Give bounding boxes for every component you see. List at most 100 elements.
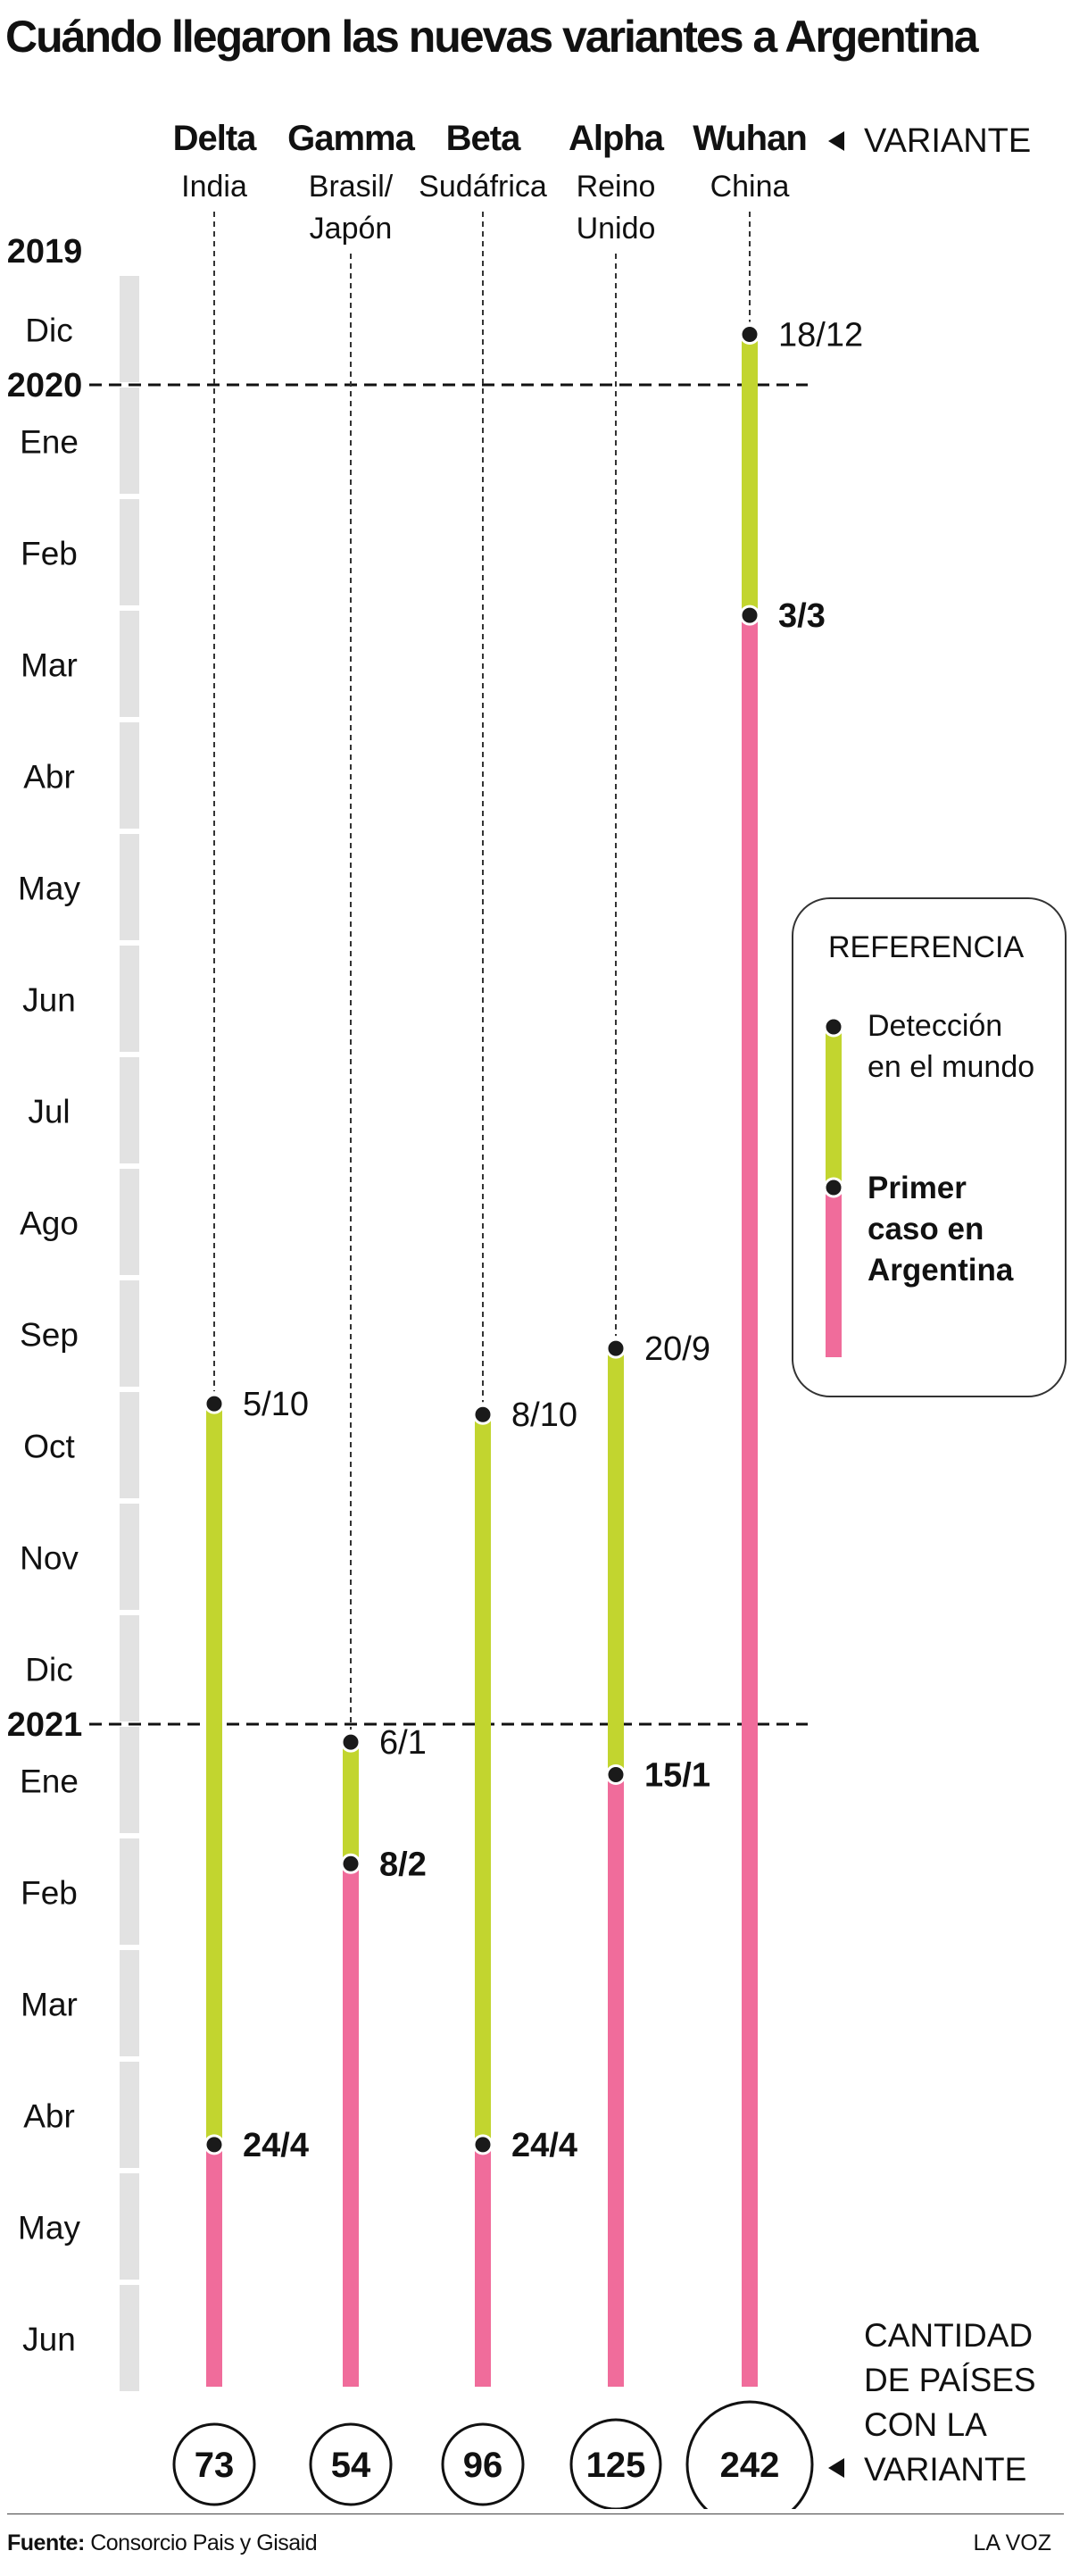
variant-origin: Reino <box>577 170 656 204</box>
world-detection-dot <box>739 324 760 346</box>
country-count-circle <box>685 2400 814 2509</box>
source-note: Fuente: Consorcio Pais y Gisaid <box>7 2530 318 2556</box>
month-label: Abr <box>23 759 75 796</box>
month-band <box>120 276 139 382</box>
country-count-value: 54 <box>331 2446 371 2485</box>
month-label: Mar <box>21 1987 78 2023</box>
month-label: Feb <box>21 536 78 572</box>
pointer-left-icon <box>828 2458 844 2478</box>
country-count-value: 96 <box>463 2446 503 2485</box>
brand-logo-text: LA VOZ <box>973 2530 1051 2555</box>
variant-origin: Unido <box>577 212 656 246</box>
argentina-arrival-date: 15/1 <box>644 1756 710 1794</box>
world-detection-date: 18/12 <box>778 317 863 354</box>
month-label: Ene <box>20 424 79 461</box>
legend-title: REFERENCIA <box>828 930 1024 964</box>
month-band <box>120 1838 139 1945</box>
country-count-value: 125 <box>586 2446 646 2485</box>
country-count-value: 242 <box>720 2446 780 2485</box>
year-label: 2021 <box>7 1706 83 1744</box>
count-label-line: CON LA <box>864 2406 987 2443</box>
month-band <box>120 2285 139 2391</box>
legend-world-label: en el mundo <box>868 1050 1034 1084</box>
country-count-circle <box>441 2422 525 2506</box>
world-detection-dot <box>340 1731 361 1753</box>
month-band <box>120 1169 139 1275</box>
month-label: May <box>18 871 80 907</box>
argentina-segment <box>475 2144 491 2387</box>
variant-origin: Sudáfrica <box>419 170 547 204</box>
month-label: Jun <box>22 982 76 1019</box>
argentina-segment <box>343 1863 359 2387</box>
argentina-arrival-dot <box>605 1763 627 1785</box>
month-band <box>120 611 139 717</box>
world-detection-dot <box>472 1404 494 1425</box>
variant-name: Beta <box>446 119 521 158</box>
month-label: Ago <box>20 1205 79 1242</box>
world-detection-date: 8/10 <box>511 1396 577 1434</box>
variant-name: Delta <box>173 119 258 158</box>
month-band <box>120 1280 139 1387</box>
legend-world-swatch <box>826 1027 842 1188</box>
country-count-circle <box>309 2422 393 2506</box>
variant-origin: Japón <box>310 212 393 246</box>
month-band <box>120 1392 139 1498</box>
legend-world-label: Detección <box>868 1009 1002 1043</box>
source-text: Consorcio Pais y Gisaid <box>84 2530 318 2555</box>
month-label: Ene <box>20 1763 79 1800</box>
legend-argentina-swatch <box>826 1188 842 1357</box>
legend-argentina-dot <box>823 1177 844 1198</box>
variants-timeline-chart: Dic Ene Feb Mar Abr May Jun Jul Ago Sep Oct Nov Dic E… <box>7 119 1067 2509</box>
month-label: Jul <box>28 1094 70 1130</box>
world-segment <box>343 1742 359 1864</box>
country-count-value: 73 <box>195 2446 235 2485</box>
world-detection-date: 5/10 <box>243 1386 309 1423</box>
month-label: Abr <box>23 2098 75 2135</box>
count-label-line: CANTIDAD <box>864 2317 1033 2354</box>
month-label: Mar <box>21 647 78 684</box>
month-label: Oct <box>23 1429 75 1465</box>
variant-name: Gamma <box>287 119 415 158</box>
legend-world-dot <box>823 1016 844 1038</box>
legend-box <box>792 897 1067 1397</box>
world-segment <box>475 1414 491 2145</box>
world-segment <box>608 1348 624 1775</box>
argentina-arrival-date: 24/4 <box>243 2127 309 2164</box>
world-detection-date: 6/1 <box>379 1724 427 1762</box>
month-band <box>120 946 139 1052</box>
month-band <box>120 2173 139 2280</box>
month-band <box>120 1057 139 1163</box>
month-band <box>120 1615 139 1722</box>
month-band <box>120 1950 139 2056</box>
variant-origin: China <box>710 170 790 204</box>
footer: Fuente: Consorcio Pais y Gisaid LA VOZ <box>7 2513 1064 2555</box>
world-detection-dot <box>203 1393 225 1414</box>
world-segment <box>206 1404 222 2145</box>
variant-origin: India <box>181 170 247 204</box>
world-segment <box>742 334 758 616</box>
count-label-line: DE PAÍSES <box>864 2362 1036 2398</box>
month-band <box>120 1727 139 1833</box>
source-label: Fuente: <box>7 2530 85 2555</box>
argentina-arrival-date: 8/2 <box>379 1846 427 1883</box>
legend-argentina-label: caso en <box>868 1212 984 1246</box>
month-label: Dic <box>25 313 72 349</box>
legend-argentina-label: Argentina <box>868 1253 1014 1288</box>
argentina-segment <box>742 615 758 2388</box>
argentina-segment <box>608 1774 624 2387</box>
variant-name: Wuhan <box>693 119 807 158</box>
argentina-arrival-dot <box>340 1853 361 1874</box>
pointer-left-icon <box>828 131 844 151</box>
month-label: May <box>18 2210 80 2247</box>
count-label-line: VARIANTE <box>864 2451 1026 2488</box>
variant-name: Alpha <box>569 119 665 158</box>
argentina-arrival-date: 3/3 <box>778 597 826 635</box>
year-label: 2020 <box>7 367 83 404</box>
month-band <box>120 388 139 494</box>
month-band <box>120 2062 139 2168</box>
month-label: Feb <box>21 1875 78 1912</box>
variant-origin: Brasil/ <box>309 170 394 204</box>
month-label: Nov <box>20 1540 79 1577</box>
argentina-arrival-dot <box>203 2134 225 2155</box>
argentina-arrival-dot <box>739 604 760 626</box>
